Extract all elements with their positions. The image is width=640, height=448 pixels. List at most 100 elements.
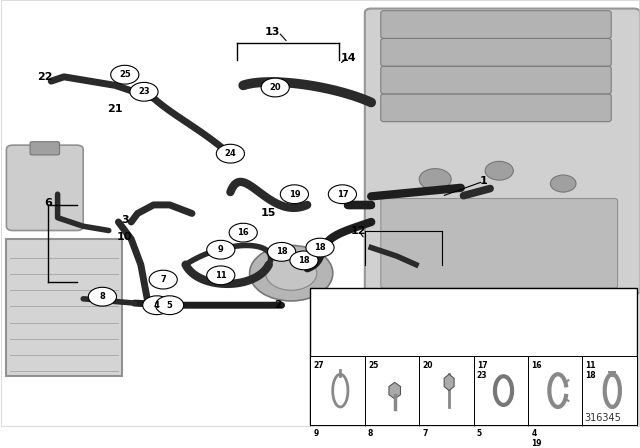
Text: 20: 20 [422,361,433,370]
Text: 9: 9 [314,429,319,438]
Circle shape [261,78,289,97]
FancyBboxPatch shape [528,357,582,425]
Text: 4: 4 [154,301,160,310]
Text: 13: 13 [264,27,280,37]
Point [115,288,122,293]
FancyBboxPatch shape [419,425,474,448]
Circle shape [290,251,318,270]
Circle shape [328,185,356,204]
Text: 14: 14 [341,52,356,63]
Point [115,336,122,342]
Text: 16: 16 [531,361,541,370]
Text: 316345: 316345 [584,413,621,422]
Text: 27: 27 [314,361,324,370]
FancyBboxPatch shape [438,444,460,448]
Text: 21: 21 [108,104,123,114]
Circle shape [550,175,576,192]
Text: 17: 17 [337,190,348,199]
Circle shape [207,240,235,259]
Text: 7: 7 [161,275,166,284]
FancyBboxPatch shape [528,425,582,448]
Text: 24: 24 [225,149,236,158]
Text: 22: 22 [37,72,52,82]
Polygon shape [389,383,401,399]
Point [115,369,122,374]
Point [6,353,13,358]
Text: 1: 1 [479,177,487,186]
FancyBboxPatch shape [381,11,611,39]
Circle shape [156,296,184,314]
Text: 20: 20 [269,83,281,92]
Circle shape [216,144,244,163]
FancyBboxPatch shape [419,357,474,425]
Text: 25: 25 [368,361,378,370]
Circle shape [280,185,308,204]
Circle shape [268,242,296,261]
FancyBboxPatch shape [474,425,528,448]
Circle shape [250,246,333,301]
Point [6,336,13,342]
Circle shape [266,256,317,290]
Point [115,320,122,325]
Text: 8: 8 [100,292,105,301]
FancyBboxPatch shape [310,357,365,425]
Text: 25: 25 [119,70,131,79]
FancyBboxPatch shape [365,357,419,425]
FancyBboxPatch shape [381,66,611,94]
Text: 2: 2 [275,300,282,310]
Point [6,320,13,325]
FancyBboxPatch shape [365,425,419,448]
Text: 12: 12 [351,225,366,236]
Point [6,271,13,277]
Text: 7: 7 [422,429,428,438]
Circle shape [149,270,177,289]
Point [6,288,13,293]
Circle shape [88,287,116,306]
FancyBboxPatch shape [365,9,640,294]
Text: 23: 23 [138,87,150,96]
FancyBboxPatch shape [310,288,637,425]
Point [115,304,122,309]
Polygon shape [551,446,564,448]
Text: 18: 18 [298,256,310,265]
Text: 8: 8 [368,429,373,438]
FancyBboxPatch shape [381,94,611,122]
Circle shape [143,296,171,314]
FancyBboxPatch shape [310,425,365,448]
Point [115,255,122,261]
Text: 11
18: 11 18 [586,361,596,380]
Circle shape [229,223,257,242]
FancyBboxPatch shape [582,425,637,448]
Circle shape [111,65,139,84]
Circle shape [485,161,513,180]
Point [6,369,13,374]
FancyBboxPatch shape [474,357,528,425]
FancyBboxPatch shape [381,198,618,288]
Circle shape [419,168,451,190]
Polygon shape [444,374,454,391]
Circle shape [130,82,158,101]
Point [6,304,13,309]
Text: 3: 3 [121,215,129,225]
FancyBboxPatch shape [6,145,83,231]
Text: 17
23: 17 23 [477,361,488,380]
Text: 5: 5 [477,429,482,438]
Circle shape [207,266,235,285]
Text: 15: 15 [261,208,276,219]
Text: 4
19: 4 19 [531,429,541,448]
FancyBboxPatch shape [381,39,611,66]
FancyBboxPatch shape [30,142,60,155]
Polygon shape [499,447,508,448]
Text: 18: 18 [314,243,326,252]
FancyBboxPatch shape [6,239,122,376]
Text: 16: 16 [237,228,249,237]
Circle shape [306,238,334,257]
Text: 5: 5 [166,301,173,310]
Point [115,271,122,277]
FancyBboxPatch shape [582,357,637,425]
Text: 6: 6 [44,198,52,208]
Text: 11: 11 [215,271,227,280]
Text: 18: 18 [276,247,287,256]
Text: 10: 10 [117,232,132,242]
Text: 9: 9 [218,245,223,254]
